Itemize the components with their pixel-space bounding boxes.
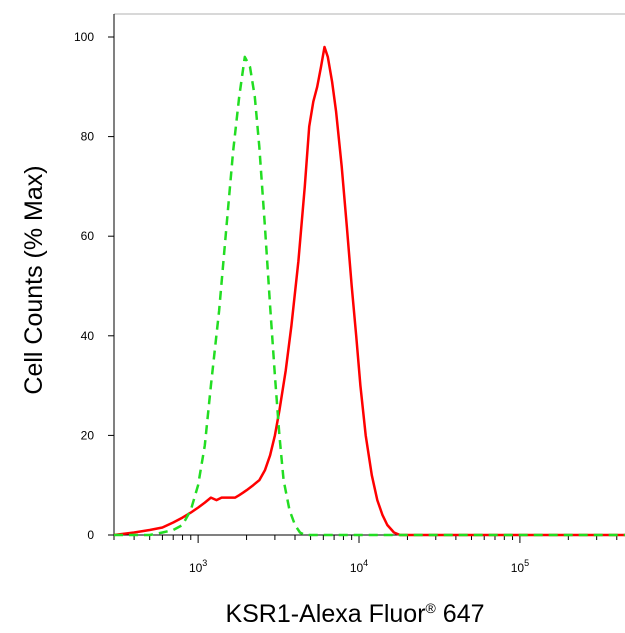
x-axis-title: KSR1-Alexa Fluor® 647 xyxy=(225,600,484,628)
y-tick-label: 80 xyxy=(81,130,95,144)
y-tick-label: 0 xyxy=(87,528,94,542)
x-axis-title-suffix: 647 xyxy=(436,600,485,628)
y-tick-label: 60 xyxy=(81,229,95,243)
y-ticks: 0 20 40 60 80 100 xyxy=(74,30,114,542)
y-tick-label: 20 xyxy=(81,428,95,442)
x-tick-label: 105 xyxy=(511,558,529,575)
series-layer xyxy=(113,45,625,537)
x-ticks: 103 104 105 xyxy=(113,535,618,575)
green-dashed-histogram-line xyxy=(114,55,625,537)
x-tick-label: 103 xyxy=(189,558,207,575)
x-axis-title-main: KSR1-Alexa Fluor xyxy=(225,600,425,628)
y-tick-label: 100 xyxy=(74,30,94,44)
y-axis-title: Cell Counts (% Max) xyxy=(20,165,48,394)
red-solid-histogram-line xyxy=(113,45,625,537)
y-tick-label: 40 xyxy=(81,329,95,343)
x-axis-title-registered-mark: ® xyxy=(426,600,437,616)
x-tick-label: 104 xyxy=(350,558,368,575)
